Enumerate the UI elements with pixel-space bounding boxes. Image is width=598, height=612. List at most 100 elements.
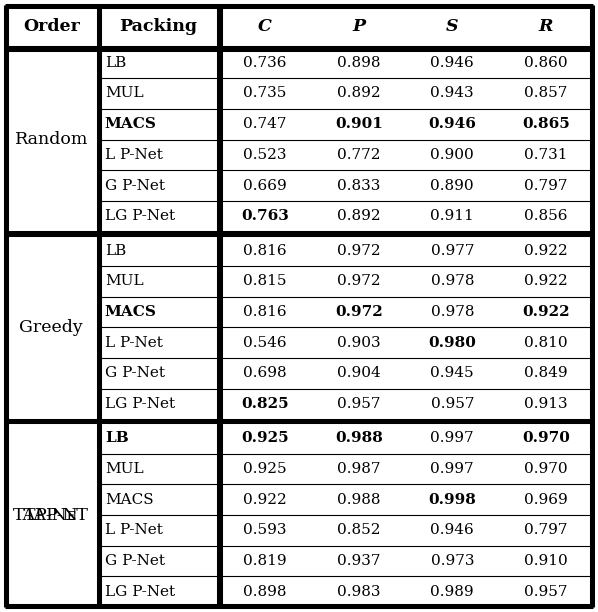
Text: 0.825: 0.825 [242, 397, 289, 411]
Text: 0.911: 0.911 [431, 209, 474, 223]
Text: 0.978: 0.978 [431, 274, 474, 288]
Text: 0.922: 0.922 [522, 305, 570, 319]
Text: G P-Net: G P-Net [105, 554, 165, 568]
Text: L P-Net: L P-Net [105, 523, 163, 537]
Text: 0.997: 0.997 [431, 462, 474, 476]
Text: 0.972: 0.972 [335, 305, 383, 319]
Text: 0.797: 0.797 [524, 523, 568, 537]
Text: LB: LB [105, 431, 129, 446]
Text: 0.763: 0.763 [241, 209, 289, 223]
Text: 0.980: 0.980 [428, 335, 476, 349]
Text: 0.856: 0.856 [524, 209, 568, 223]
Text: LG P-Net: LG P-Net [105, 397, 175, 411]
Text: Packing: Packing [119, 18, 197, 35]
Text: 0.925: 0.925 [243, 462, 287, 476]
Text: LG P-Net: LG P-Net [105, 209, 175, 223]
Text: 0.978: 0.978 [431, 305, 474, 319]
Text: G P-Net: G P-Net [105, 367, 165, 380]
Text: 0.860: 0.860 [524, 56, 568, 70]
Text: 0.922: 0.922 [524, 274, 568, 288]
Text: MACS: MACS [105, 493, 154, 507]
Text: 0.857: 0.857 [524, 86, 568, 100]
Text: 0.970: 0.970 [522, 431, 570, 446]
Text: 0.922: 0.922 [524, 244, 568, 258]
Text: 0.937: 0.937 [337, 554, 380, 568]
Text: 0.943: 0.943 [431, 86, 474, 100]
Text: 0.892: 0.892 [337, 209, 380, 223]
Text: 0.997: 0.997 [431, 431, 474, 446]
Text: MACS: MACS [105, 117, 157, 131]
Text: LB: LB [105, 244, 126, 258]
Text: 0.972: 0.972 [337, 244, 380, 258]
Text: 0.957: 0.957 [337, 397, 380, 411]
Text: 0.998: 0.998 [428, 493, 476, 507]
Text: 0.922: 0.922 [243, 493, 287, 507]
Text: MUL: MUL [105, 462, 144, 476]
Text: 0.973: 0.973 [431, 554, 474, 568]
Text: 0.852: 0.852 [337, 523, 380, 537]
Text: 0.698: 0.698 [243, 367, 287, 380]
Text: 0.593: 0.593 [243, 523, 287, 537]
Text: 0.815: 0.815 [243, 274, 287, 288]
Text: TAP-N: TAP-N [24, 507, 79, 523]
Text: 0.816: 0.816 [243, 244, 287, 258]
Text: 0.735: 0.735 [243, 86, 287, 100]
Text: 0.669: 0.669 [243, 179, 287, 193]
Text: MUL: MUL [105, 86, 144, 100]
Text: C: C [258, 18, 272, 35]
Text: 0.849: 0.849 [524, 367, 568, 380]
Text: 0.987: 0.987 [337, 462, 380, 476]
Text: 0.946: 0.946 [431, 523, 474, 537]
Text: 0.988: 0.988 [337, 493, 380, 507]
Text: 0.898: 0.898 [243, 584, 287, 599]
Text: 0.970: 0.970 [524, 462, 568, 476]
Text: S: S [446, 18, 459, 35]
Text: LB: LB [105, 56, 126, 70]
Text: 0.810: 0.810 [524, 335, 568, 349]
Text: 0.833: 0.833 [337, 179, 380, 193]
Text: 0.797: 0.797 [524, 179, 568, 193]
Text: 0.898: 0.898 [337, 56, 380, 70]
Text: 0.983: 0.983 [337, 584, 380, 599]
Text: 0.892: 0.892 [337, 86, 380, 100]
Text: 0.972: 0.972 [337, 274, 380, 288]
Text: 0.903: 0.903 [337, 335, 380, 349]
Text: 0.957: 0.957 [431, 397, 474, 411]
Text: 0.904: 0.904 [337, 367, 380, 380]
Text: Greedy: Greedy [19, 319, 83, 336]
Text: Random: Random [14, 131, 88, 148]
Text: 0.890: 0.890 [431, 179, 474, 193]
Text: 0.736: 0.736 [243, 56, 287, 70]
Text: G P-Net: G P-Net [105, 179, 165, 193]
Text: TAP-NᴇT: TAP-NᴇT [13, 507, 89, 523]
Text: LG P-Net: LG P-Net [105, 584, 175, 599]
Text: MACS: MACS [105, 305, 157, 319]
Text: 0.957: 0.957 [524, 584, 568, 599]
Text: R: R [539, 18, 553, 35]
Text: 0.945: 0.945 [431, 367, 474, 380]
Text: 0.772: 0.772 [337, 148, 380, 162]
Text: 0.816: 0.816 [243, 305, 287, 319]
Text: Order: Order [23, 18, 80, 35]
Text: L P-Net: L P-Net [105, 148, 163, 162]
Text: P: P [352, 18, 365, 35]
Text: 0.731: 0.731 [524, 148, 568, 162]
Text: 0.865: 0.865 [522, 117, 570, 131]
Text: 0.988: 0.988 [335, 431, 383, 446]
Text: L P-Net: L P-Net [105, 335, 163, 349]
Text: 0.977: 0.977 [431, 244, 474, 258]
Text: 0.925: 0.925 [242, 431, 289, 446]
Text: 0.900: 0.900 [431, 148, 474, 162]
Text: 0.910: 0.910 [524, 554, 568, 568]
Text: 0.913: 0.913 [524, 397, 568, 411]
Text: 0.523: 0.523 [243, 148, 287, 162]
Text: 0.747: 0.747 [243, 117, 287, 131]
Text: 0.819: 0.819 [243, 554, 287, 568]
Text: MUL: MUL [105, 274, 144, 288]
Text: 0.969: 0.969 [524, 493, 568, 507]
Text: 0.946: 0.946 [431, 56, 474, 70]
Text: 0.546: 0.546 [243, 335, 287, 349]
Text: 0.946: 0.946 [428, 117, 476, 131]
Text: 0.989: 0.989 [431, 584, 474, 599]
Text: 0.901: 0.901 [335, 117, 383, 131]
